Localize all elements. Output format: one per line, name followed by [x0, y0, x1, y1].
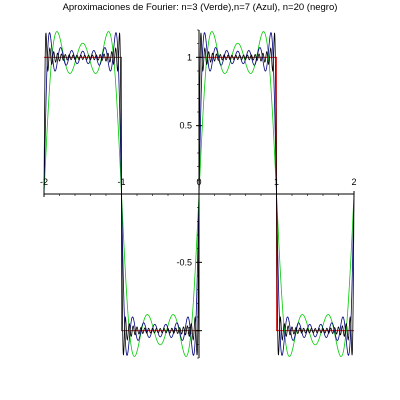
x-tick-label: 2 — [351, 177, 356, 187]
y-tick-label: 1 — [187, 52, 192, 62]
y-tick-label: -1 — [184, 326, 192, 336]
x-tick-label: 0 — [196, 177, 201, 187]
x-tick-label: -2 — [40, 177, 48, 187]
chart-title: Aproximaciones de Fourier: n=3 (Verde),n… — [63, 2, 338, 13]
x-tick-label: 1 — [274, 177, 279, 187]
y-tick-label: -0.5 — [176, 257, 192, 267]
axes-layer: -2 -1 0 1 2 -1 -0.5 0.5 1 — [40, 29, 357, 359]
x-tick-label: -1 — [117, 177, 125, 187]
y-tick-label: 0.5 — [179, 121, 192, 131]
